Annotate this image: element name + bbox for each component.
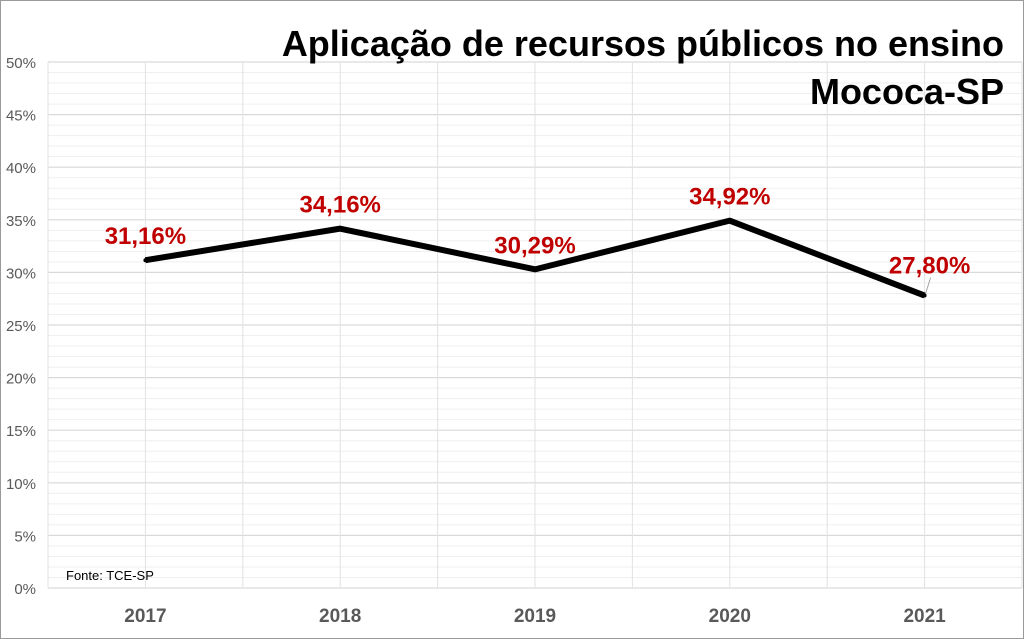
y-tick-label: 40% (6, 160, 36, 177)
data-point (922, 293, 927, 298)
data-labels: 31,16% 34,16% 30,29% 34,92% 27,80% (105, 184, 970, 298)
y-tick-label: 10% (6, 476, 36, 493)
y-tick-label: 15% (6, 423, 36, 440)
y-tick-label: 5% (14, 528, 36, 545)
x-tick-label: 2020 (709, 606, 751, 627)
data-label: 34,16% (299, 192, 380, 219)
data-point (143, 258, 148, 263)
data-label: 31,16% (105, 223, 186, 250)
y-axis-ticks: 0% 5% 10% 15% 20% 25% 30% 35% 40% 45% 50% (6, 55, 36, 598)
x-tick-label: 2018 (319, 606, 361, 627)
x-tick-label: 2021 (903, 606, 946, 627)
gridlines (47, 61, 1023, 589)
data-point (338, 226, 343, 231)
data-point (533, 267, 537, 272)
data-point (727, 218, 732, 223)
data-label: 30,29% (494, 232, 575, 259)
y-tick-label: 35% (6, 213, 36, 230)
y-tick-label: 0% (14, 581, 36, 598)
data-label: 34,92% (689, 184, 770, 211)
y-tick-label: 20% (6, 371, 36, 388)
label-leader-line (925, 277, 932, 294)
y-tick-label: 45% (6, 108, 36, 125)
y-tick-label: 30% (6, 265, 36, 282)
chart-subtitle: Mococa-SP (810, 71, 1004, 112)
chart-title: Aplicação de recursos públicos no ensino (282, 23, 1004, 64)
y-tick-label: 25% (6, 318, 36, 335)
x-axis-ticks: 2017 2018 2019 2020 2021 (124, 606, 946, 627)
y-tick-label: 50% (6, 55, 36, 72)
x-tick-label: 2019 (514, 606, 556, 627)
data-label: 27,80% (889, 253, 970, 280)
x-tick-label: 2017 (124, 606, 166, 627)
source-note: Fonte: TCE-SP (66, 568, 154, 583)
